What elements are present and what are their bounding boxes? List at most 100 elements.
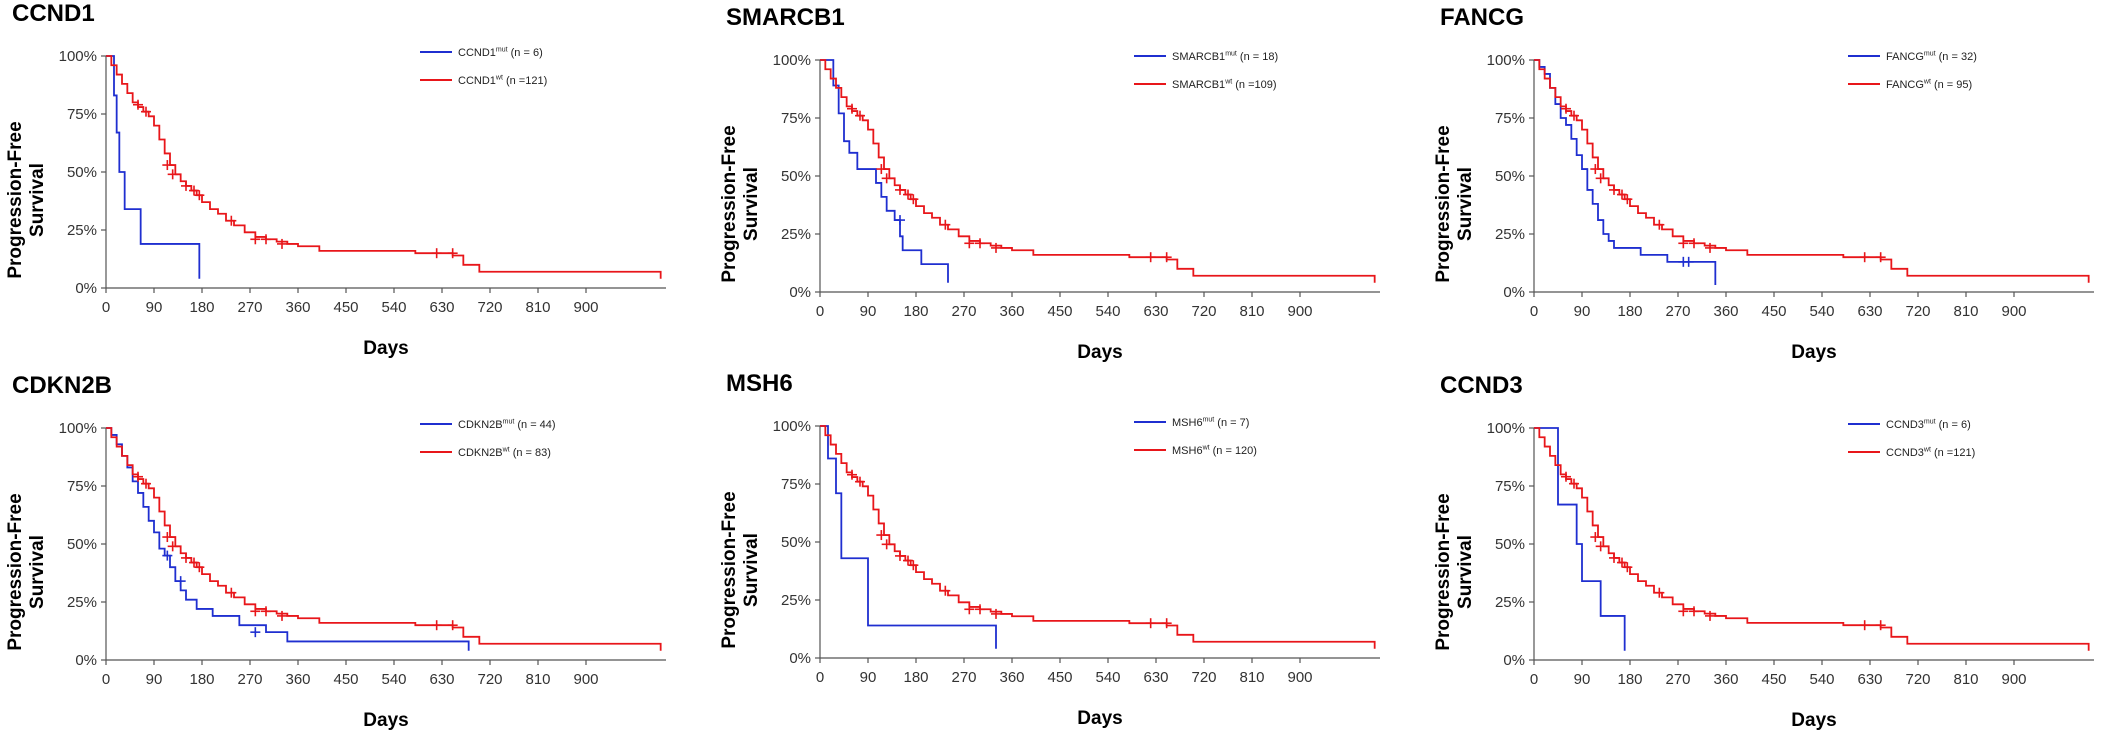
y-tick-label: 0% <box>789 650 811 667</box>
y-tick-label: 75% <box>1495 110 1525 127</box>
mutant-survival-curve <box>1534 59 1717 286</box>
panel-title: SMARCB1 <box>726 4 845 31</box>
legend: CCND1mut (n = 6) CCND1wt (n =121) <box>420 46 547 102</box>
censor-mark <box>908 560 919 571</box>
x-axis-label: Days <box>1077 708 1123 729</box>
censor-mark <box>167 169 178 180</box>
x-tick-label: 450 <box>333 299 358 316</box>
censor-mark <box>194 190 205 201</box>
x-axis-label: Days <box>363 710 409 731</box>
x-tick-label: 540 <box>1809 303 1834 320</box>
legend-label: MSH6wt (n = 120) <box>1172 444 1257 457</box>
censor-mark <box>1678 606 1689 617</box>
censor-mark <box>1875 620 1886 631</box>
x-tick-label: 810 <box>525 671 550 688</box>
x-tick-label: 90 <box>860 303 877 320</box>
censor-mark <box>876 164 887 175</box>
censor-mark <box>447 248 458 259</box>
censor-mark <box>277 610 287 621</box>
x-tick-label: 0 <box>1530 671 1538 688</box>
y-tick-label: 25% <box>1495 226 1525 243</box>
km-plot-svg: 0% 25% 50% 75% 100% 0 90 180 270 360 450 540 630 720 8… <box>1487 420 2094 688</box>
mutant-survival-curve <box>106 55 201 279</box>
censor-mark <box>141 478 151 489</box>
censor-mark <box>903 189 913 200</box>
x-tick-label: 810 <box>1953 303 1978 320</box>
censor-mark <box>895 550 905 561</box>
x-tick-label: 900 <box>2001 303 2026 320</box>
legend-swatch <box>1134 55 1166 58</box>
x-tick-label: 900 <box>2001 671 2026 688</box>
x-tick-label: 630 <box>1143 303 1168 320</box>
x-tick-label: 270 <box>1665 303 1690 320</box>
legend-label: CCND1wt (n =121) <box>458 74 548 87</box>
legend: SMARCB1mut (n = 18) SMARCB1wt (n =109) <box>1134 50 1278 106</box>
legend-item-wildtype: MSH6wt (n = 120) <box>1134 444 1257 472</box>
legend-swatch <box>1134 421 1166 424</box>
censor-mark <box>1617 557 1627 568</box>
x-tick-label: 540 <box>381 671 406 688</box>
censor-mark <box>133 99 143 110</box>
censor-mark <box>881 173 892 184</box>
legend: MSH6mut (n = 7) MSH6wt (n = 120) <box>1134 416 1257 472</box>
censor-mark <box>1609 552 1619 563</box>
censor-mark <box>964 604 975 615</box>
wildtype-survival-curve <box>106 427 662 651</box>
x-tick-label: 630 <box>1857 303 1882 320</box>
censor-mark <box>1590 164 1601 175</box>
y-tick-label: 50% <box>67 164 97 181</box>
x-tick-label: 180 <box>1617 671 1642 688</box>
censor-mark <box>940 585 951 596</box>
x-tick-label: 90 <box>860 669 877 686</box>
legend-swatch <box>420 51 452 54</box>
x-tick-label: 270 <box>1665 671 1690 688</box>
censor-mark <box>1875 252 1886 263</box>
legend-swatch <box>1134 449 1166 452</box>
legend-label: SMARCB1mut (n = 18) <box>1172 50 1279 63</box>
x-tick-label: 360 <box>999 303 1024 320</box>
x-tick-label: 630 <box>429 299 454 316</box>
mutant-survival-curve <box>106 427 470 651</box>
x-tick-label: 540 <box>381 299 406 316</box>
panel-title: FANCG <box>1440 4 1524 31</box>
y-tick-label: 25% <box>67 222 97 239</box>
km-panel: CDKN2B Progression-Free Survival 0% 25% 50% 75… <box>0 372 700 744</box>
legend-swatch <box>1848 55 1880 58</box>
y-tick-label: 25% <box>781 592 811 609</box>
x-tick-label: 0 <box>816 669 824 686</box>
censor-mark <box>1569 478 1579 489</box>
censor-mark <box>431 620 442 631</box>
legend-item-wildtype: SMARCB1wt (n =109) <box>1134 78 1278 106</box>
x-tick-label: 810 <box>525 299 550 316</box>
censor-mark <box>1145 618 1156 629</box>
censor-mark <box>855 476 865 487</box>
legend-label: CDKN2Bwt (n = 83) <box>458 446 551 459</box>
legend-item-mutant: MSH6mut (n = 7) <box>1134 416 1257 444</box>
censor-mark <box>1145 252 1156 263</box>
censor-mark <box>847 103 857 114</box>
legend-item-mutant: FANCGmut (n = 32) <box>1848 50 1977 78</box>
x-tick-label: 0 <box>102 299 110 316</box>
censor-mark <box>1705 610 1715 621</box>
mutant-survival-curve <box>820 59 949 283</box>
censor-mark <box>847 469 857 480</box>
y-tick-label: 0% <box>1503 652 1525 669</box>
x-tick-label: 900 <box>573 671 598 688</box>
x-tick-label: 270 <box>951 303 976 320</box>
legend-item-mutant: CCND3mut (n = 6) <box>1848 418 1975 446</box>
x-tick-label: 180 <box>903 303 928 320</box>
y-tick-label: 100% <box>1487 52 1525 69</box>
censor-mark <box>431 248 442 259</box>
censor-mark <box>261 234 271 245</box>
y-tick-label: 25% <box>1495 594 1525 611</box>
censor-mark <box>194 562 205 573</box>
censor-mark <box>991 242 1001 253</box>
censor-mark <box>964 238 975 249</box>
x-tick-label: 450 <box>1047 669 1072 686</box>
censor-mark <box>975 238 985 249</box>
censor-mark <box>1161 252 1172 263</box>
x-tick-label: 360 <box>285 671 310 688</box>
legend-label: FANCGwt (n = 95) <box>1886 78 1973 91</box>
censor-mark <box>881 539 892 550</box>
